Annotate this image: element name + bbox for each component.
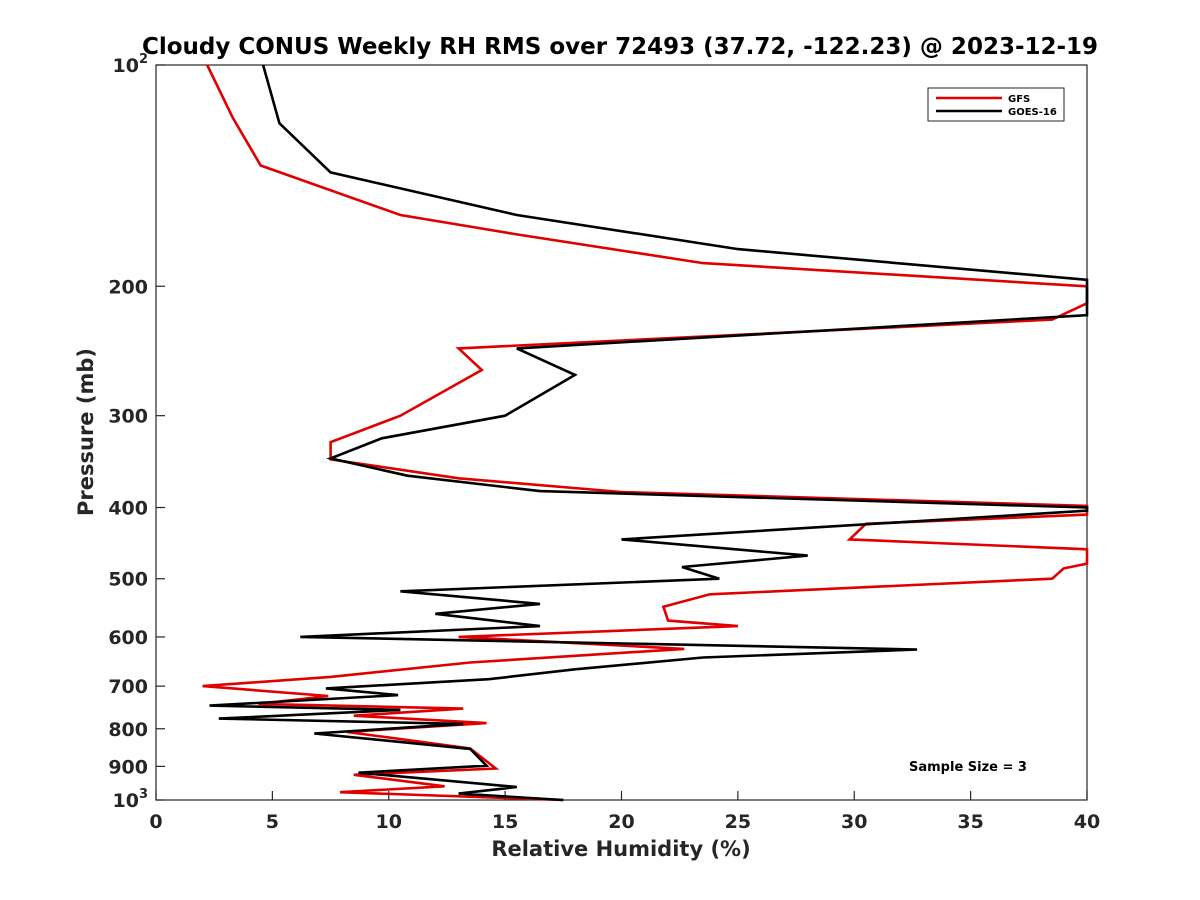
y-tick-label: 103 [113, 787, 149, 812]
y-tick-base: 700 [108, 676, 148, 698]
y-tick-label: 300 [108, 406, 148, 428]
y-tick-label: 400 [108, 498, 148, 520]
y-tick-base: 800 [108, 719, 148, 741]
x-tick-label: 5 [266, 811, 279, 833]
y-tick-label: 500 [108, 569, 148, 591]
legend-label: GOES-16 [1008, 107, 1057, 118]
x-tick-label: 40 [1074, 811, 1100, 833]
y-tick-base: 500 [108, 569, 148, 591]
y-axis-label: Pressure (mb) [74, 348, 98, 516]
x-tick-label: 10 [376, 811, 402, 833]
y-tick-base: 900 [108, 756, 148, 778]
x-axis-label: Relative Humidity (%) [491, 837, 750, 861]
y-tick-base: 10 [113, 790, 139, 812]
series-line-gfs [202, 64, 1089, 802]
y-tick-label: 700 [108, 676, 148, 698]
y-tick-exponent: 2 [139, 52, 148, 67]
x-tick-label: 0 [149, 811, 162, 833]
y-tick-exponent: 3 [139, 787, 148, 802]
legend-label: GFS [1008, 94, 1030, 105]
y-tick-base: 200 [108, 276, 148, 298]
x-tick-label: 15 [492, 811, 518, 833]
x-tick-label: 30 [841, 811, 867, 833]
y-tick-label: 900 [108, 756, 148, 778]
y-tick-label: 600 [108, 627, 148, 649]
y-tick-base: 300 [108, 406, 148, 428]
series-line-goes-16 [209, 64, 1089, 802]
sample-size-annotation: Sample Size = 3 [909, 760, 1027, 775]
y-tick-label: 800 [108, 719, 148, 741]
y-tick-base: 600 [108, 627, 148, 649]
x-tick-label: 35 [957, 811, 983, 833]
chart-title: Cloudy CONUS Weekly RH RMS over 72493 (3… [142, 34, 1098, 60]
legend: GFS GOES-16 [927, 87, 1065, 122]
legend-box [927, 87, 1065, 122]
x-tick-label: 20 [608, 811, 634, 833]
y-tick-base: 400 [108, 498, 148, 520]
y-tick-base: 10 [113, 55, 139, 77]
y-tick-label: 200 [108, 276, 148, 298]
x-tick-label: 25 [725, 811, 751, 833]
y-tick-label: 102 [113, 52, 149, 77]
series-lines [202, 64, 1089, 802]
